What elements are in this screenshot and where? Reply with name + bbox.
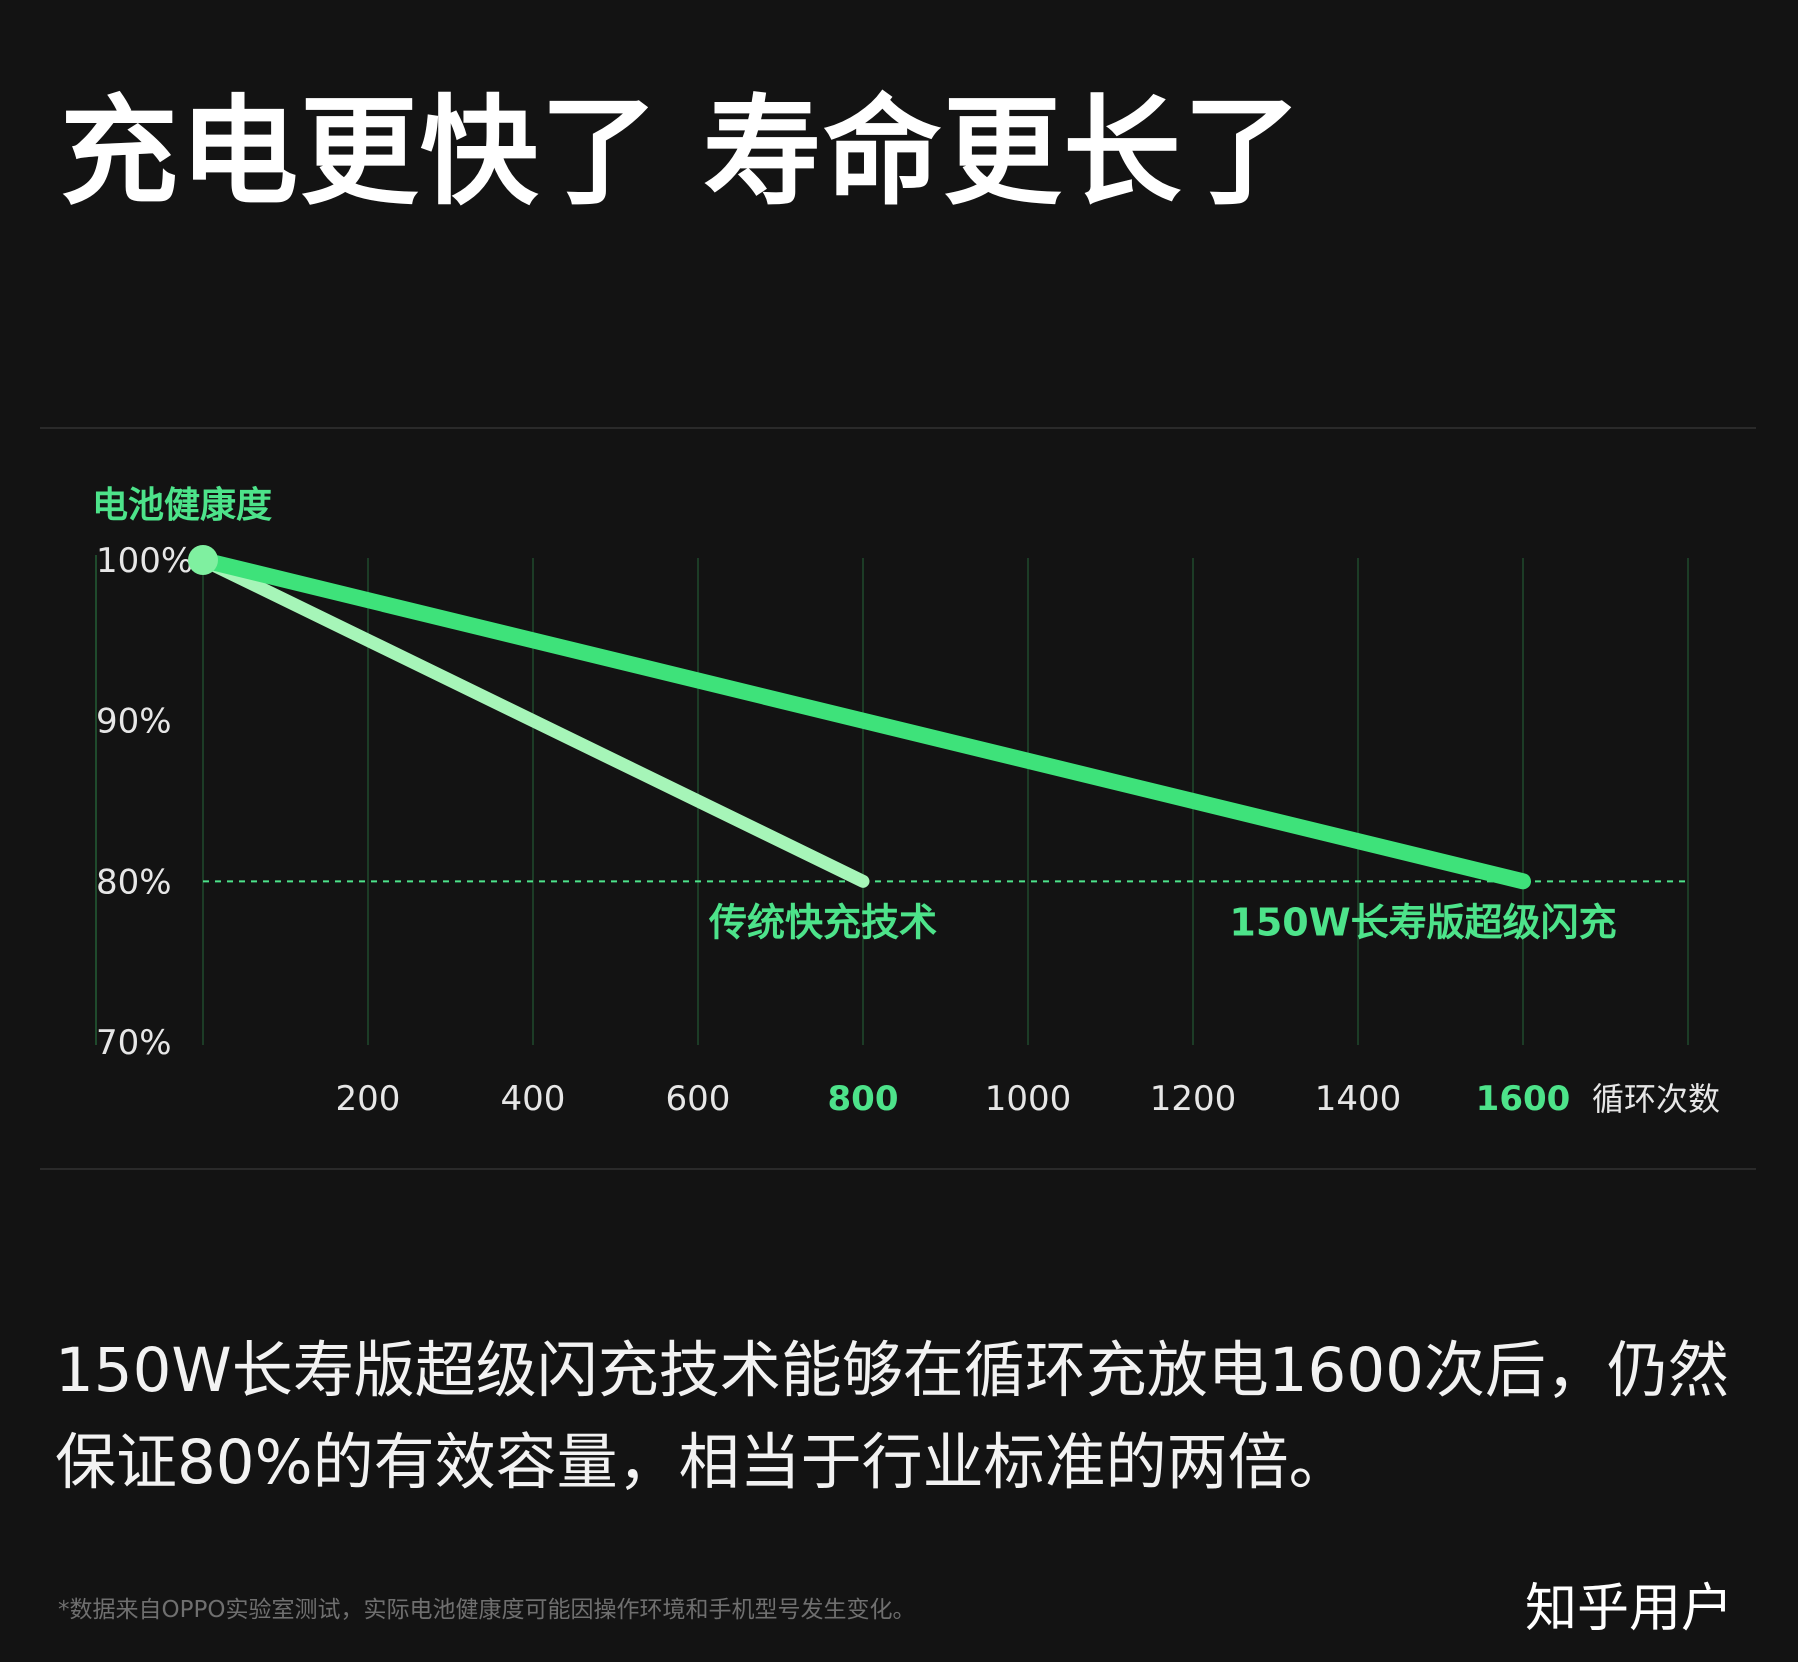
x-tick-label: 800 — [828, 1079, 899, 1119]
series-label: 传统快充技术 — [708, 900, 937, 944]
battery-health-chart: 100% 90% 80% 70% 电池健康度 200 400 600 800 1000 1200 14… — [92, 484, 1720, 1119]
x-tick-label: 200 — [336, 1079, 401, 1119]
headline: 充电更快了 寿命更长了 — [60, 83, 1304, 221]
y-tick-label: 100% — [96, 541, 193, 581]
x-tick-label: 1600 — [1476, 1079, 1571, 1119]
series-line — [196, 553, 870, 888]
y-tick-label: 70% — [96, 1023, 172, 1063]
x-tick-label: 600 — [666, 1079, 731, 1119]
chart-top-divider — [40, 427, 1756, 429]
y-tick-label: 80% — [96, 862, 172, 902]
series-line — [195, 552, 1531, 890]
y-axis-title: 电池健康度 — [92, 484, 272, 526]
series-label: 150W长寿版超级闪充 — [1229, 900, 1616, 944]
x-tick-label: 1000 — [985, 1079, 1072, 1119]
x-axis-title: 循环次数 — [1592, 1080, 1720, 1118]
caption: 150W长寿版超级闪充技术能够在循环充放电1600次后，仍然保证80%的有效容量… — [55, 1335, 1729, 1498]
chart-bottom-divider — [40, 1168, 1756, 1170]
x-tick-label: 400 — [501, 1079, 566, 1119]
start-marker — [188, 545, 218, 575]
x-tick-label: 1200 — [1150, 1079, 1237, 1119]
x-tick-label: 1400 — [1315, 1079, 1402, 1119]
watermark: 知乎用户 — [1525, 1579, 1734, 1639]
footnote: *数据来自OPPO实验室测试，实际电池健康度可能因操作环境和手机型号发生变化。 — [58, 1597, 916, 1623]
y-tick-label: 90% — [96, 702, 172, 742]
